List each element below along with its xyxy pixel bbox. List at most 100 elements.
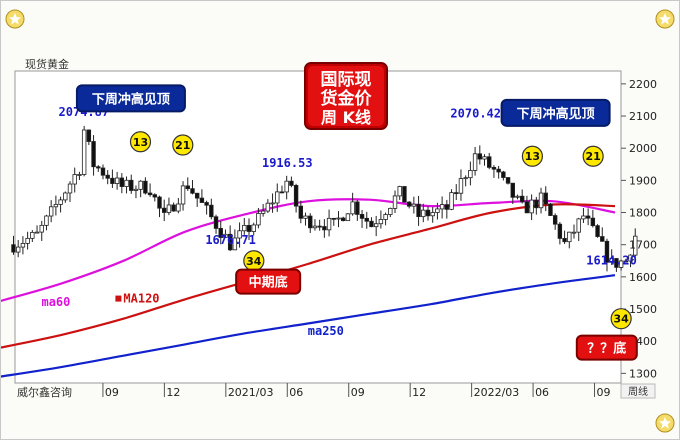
star-icon xyxy=(655,413,675,433)
candle-up xyxy=(176,203,181,212)
chart-title-line-1: 国际现 xyxy=(321,70,372,90)
candle-down xyxy=(289,180,294,186)
candle-up xyxy=(458,178,464,194)
candle-down xyxy=(279,191,285,194)
candle-up xyxy=(383,214,388,220)
candle-down xyxy=(416,203,421,218)
candle-down xyxy=(406,201,412,207)
candle-up xyxy=(124,179,129,187)
candle-up xyxy=(345,213,351,222)
candle-up xyxy=(567,231,572,243)
candle-up xyxy=(312,225,318,229)
x-tick-label: 06 xyxy=(535,386,549,399)
ma-label-marker xyxy=(115,295,122,302)
candle-up xyxy=(633,235,638,256)
candle-up xyxy=(439,204,445,210)
candle-down xyxy=(152,194,157,198)
candle-up xyxy=(468,170,473,179)
x-tick-label: 12 xyxy=(412,386,426,399)
callout-box xyxy=(75,84,186,113)
candle-up xyxy=(53,203,59,208)
candle-up xyxy=(63,192,68,201)
candle-up xyxy=(515,195,520,198)
candle-up xyxy=(48,206,54,217)
candle-up xyxy=(223,233,228,238)
callout-label: 下周冲高见顶 xyxy=(517,106,595,122)
y-tick-label: 2200 xyxy=(629,78,657,91)
cycle-circle xyxy=(172,134,194,156)
x-tick-label: 09 xyxy=(351,386,365,399)
candle-up xyxy=(77,174,82,176)
candle-down xyxy=(11,244,16,253)
candle-down xyxy=(359,214,365,219)
price-label: 2070.42 xyxy=(450,107,501,121)
candle-up xyxy=(284,180,289,193)
candle-up xyxy=(58,199,63,205)
candle-down xyxy=(91,141,96,168)
candle-up xyxy=(421,209,426,218)
period-button-label: 周线 xyxy=(628,385,648,398)
cycle-circle-label: 13 xyxy=(133,136,148,149)
y-tick-label: 1900 xyxy=(629,174,657,187)
candle-down xyxy=(425,209,431,217)
cycle-circle-label: 21 xyxy=(175,139,190,152)
candle-down xyxy=(487,156,492,168)
candle-up xyxy=(449,192,454,210)
cycle-circle-label: 21 xyxy=(585,150,600,163)
y-tick-label: 1700 xyxy=(629,239,657,252)
candle-down xyxy=(209,204,214,218)
cycle-circle xyxy=(129,131,152,153)
y-tick-label: 1600 xyxy=(629,271,657,284)
y-tick-label: 2000 xyxy=(629,142,657,155)
candle-down xyxy=(548,203,553,216)
candle-down xyxy=(341,217,346,222)
candle-down xyxy=(246,224,252,232)
candle-up xyxy=(397,186,402,197)
candle-up xyxy=(378,219,384,225)
candle-down xyxy=(552,215,558,225)
candle-up xyxy=(232,237,238,251)
candle-up xyxy=(529,199,534,214)
candle-down xyxy=(96,166,101,169)
candle-up xyxy=(25,237,30,244)
candle-down xyxy=(444,204,450,210)
candle-up xyxy=(336,217,341,220)
candle-up xyxy=(350,201,355,215)
candle-up xyxy=(133,188,139,191)
candle-down xyxy=(100,167,106,176)
ma-label-ma120: MA120 xyxy=(123,292,159,306)
candle-down xyxy=(171,204,176,212)
candle-up xyxy=(265,202,271,212)
candle-down xyxy=(454,192,459,195)
candle-down xyxy=(143,180,148,194)
x-tick-label: 2021/03 xyxy=(228,386,274,399)
ma-label-ma250: ma250 xyxy=(308,324,344,338)
callout-label: ？？底 xyxy=(587,341,626,357)
callout-box xyxy=(235,268,302,295)
candle-up xyxy=(581,215,586,220)
candle-up xyxy=(180,185,186,205)
y-tick-label: 1800 xyxy=(629,207,657,220)
candle-up xyxy=(538,192,544,209)
x-tick-label: 06 xyxy=(289,386,303,399)
annotation-layer: 2074.871676.711916.532070.421614.2013213… xyxy=(59,84,638,361)
cycle-circle-label: 13 xyxy=(525,150,540,163)
candle-down xyxy=(204,202,209,206)
candle-down xyxy=(590,217,596,227)
candle-up xyxy=(472,153,478,171)
candle-up xyxy=(237,230,242,239)
candle-up xyxy=(67,183,73,194)
x-tick-label: 12 xyxy=(166,386,180,399)
candle-down xyxy=(157,196,162,209)
cycle-circle-label: 34 xyxy=(246,255,262,268)
candle-down xyxy=(491,166,497,170)
candle-up xyxy=(275,191,280,204)
candle-down xyxy=(496,168,501,173)
candle-up xyxy=(571,231,577,234)
cycle-circle xyxy=(610,308,632,330)
candle-down xyxy=(562,238,567,243)
candle-up xyxy=(15,246,21,253)
period-button[interactable]: 周线 xyxy=(620,383,656,399)
candle-up xyxy=(20,243,26,248)
